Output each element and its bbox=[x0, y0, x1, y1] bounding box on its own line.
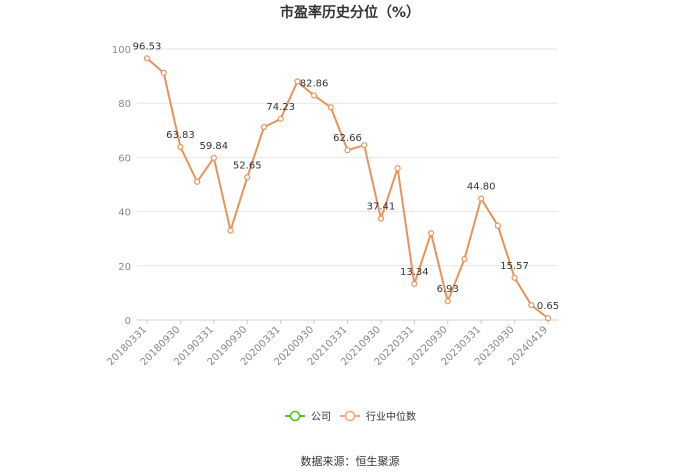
data-point[interactable] bbox=[344, 147, 351, 154]
data-label: 59.84 bbox=[200, 141, 229, 152]
data-label: 6.93 bbox=[437, 284, 459, 295]
chart-title: 市盈率历史分位（%） bbox=[280, 4, 420, 21]
data-point[interactable] bbox=[160, 69, 167, 76]
data-point[interactable] bbox=[478, 195, 485, 202]
data-label: 13.34 bbox=[400, 267, 429, 278]
y-tick-label: 60 bbox=[118, 153, 131, 164]
data-label: 15.57 bbox=[500, 261, 529, 272]
data-point[interactable] bbox=[461, 255, 468, 263]
data-point[interactable] bbox=[377, 215, 385, 222]
legend-item-company[interactable]: 公司 bbox=[285, 410, 331, 424]
data-label: 37.41 bbox=[367, 202, 396, 213]
data-point[interactable] bbox=[494, 222, 501, 229]
data-point[interactable] bbox=[528, 301, 535, 309]
data-label: 52.65 bbox=[233, 160, 262, 171]
data-source: 数据来源：恒生聚源 bbox=[301, 454, 400, 468]
data-labels: 96.53 63.83 59.84 52.65 74.23 82.86 62.66 37.41… bbox=[133, 41, 559, 312]
legend-item-industry-median[interactable]: 行业中位数 bbox=[340, 410, 416, 423]
y-tick-label: 0 bbox=[125, 316, 131, 327]
data-point[interactable] bbox=[544, 315, 552, 322]
data-point[interactable] bbox=[394, 165, 401, 172]
data-label: 74.23 bbox=[266, 102, 295, 113]
data-point[interactable] bbox=[427, 230, 435, 237]
y-tick-label: 20 bbox=[118, 262, 131, 273]
data-label: 62.66 bbox=[333, 133, 362, 144]
y-axis: 0 20 40 60 80 100 bbox=[112, 45, 131, 327]
data-label: 96.53 bbox=[133, 41, 162, 52]
y-tick-label: 80 bbox=[118, 99, 131, 110]
legend-marker-icon bbox=[344, 410, 356, 422]
data-label: 82.86 bbox=[300, 78, 329, 89]
data-point[interactable] bbox=[327, 104, 334, 111]
data-point[interactable] bbox=[244, 174, 251, 181]
legend-marker-icon bbox=[289, 410, 301, 422]
data-point[interactable] bbox=[210, 154, 217, 161]
legend-label-industry-median: 行业中位数 bbox=[366, 410, 416, 423]
data-label: 63.83 bbox=[166, 130, 195, 141]
data-point[interactable] bbox=[444, 298, 451, 305]
data-point[interactable] bbox=[260, 123, 268, 131]
data-label: 44.80 bbox=[467, 182, 496, 193]
data-point[interactable] bbox=[194, 178, 201, 185]
data-label: 0.65 bbox=[537, 301, 559, 312]
y-tick-label: 40 bbox=[118, 208, 131, 219]
y-tick-label: 100 bbox=[112, 45, 131, 56]
x-axis: 2018033120180930201903312019093020200331… bbox=[105, 320, 550, 368]
data-point[interactable] bbox=[511, 274, 518, 281]
data-point[interactable] bbox=[411, 280, 418, 287]
series-layer bbox=[143, 55, 552, 322]
data-point[interactable] bbox=[177, 143, 184, 151]
data-point[interactable] bbox=[143, 55, 151, 62]
data-point[interactable] bbox=[277, 115, 284, 122]
data-point[interactable] bbox=[294, 78, 301, 85]
data-point[interactable] bbox=[227, 227, 234, 234]
legend: 公司 行业中位数 bbox=[285, 410, 416, 423]
data-point[interactable] bbox=[361, 142, 368, 149]
legend-label-company: 公司 bbox=[311, 412, 331, 423]
data-point[interactable] bbox=[310, 92, 318, 99]
